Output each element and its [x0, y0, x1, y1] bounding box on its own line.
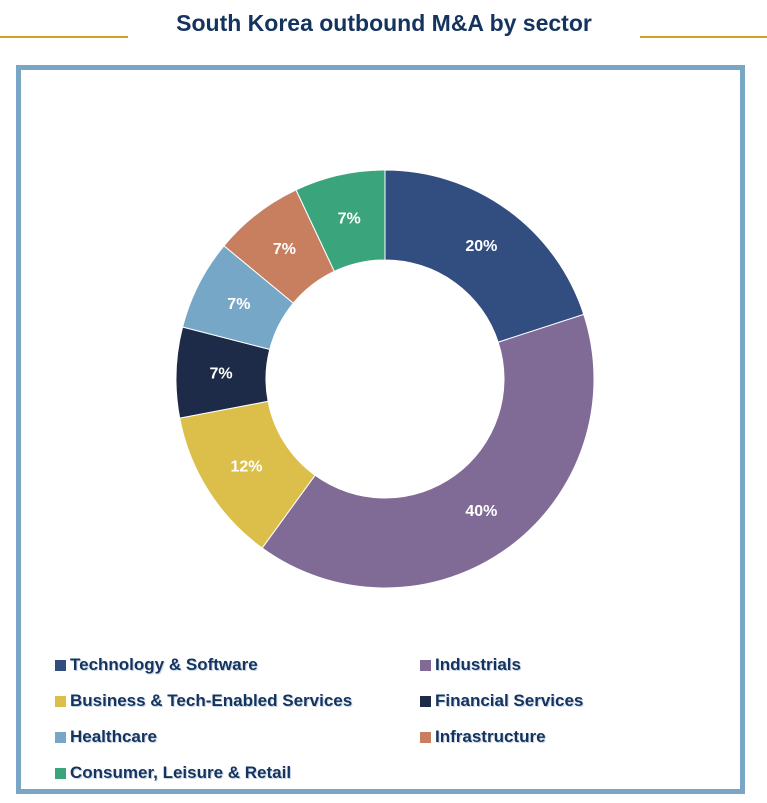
chart-title: South Korea outbound M&A by sector	[176, 10, 592, 36]
legend-item: Infrastructure	[420, 726, 546, 748]
legend-swatch	[420, 731, 431, 743]
legend-swatch	[55, 695, 66, 707]
legend-item: Consumer, Leisure & Retail	[55, 762, 291, 784]
data-label: 12%	[231, 458, 263, 475]
legend-item: Industrials	[420, 654, 521, 676]
legend-item: Business & Tech-Enabled Services	[55, 690, 352, 712]
title-rule-right	[640, 36, 767, 38]
legend-label: Consumer, Leisure & Retail	[70, 763, 292, 782]
legend-swatch	[55, 767, 66, 779]
donut-segment	[261, 313, 595, 589]
legend-item: Healthcare	[55, 726, 157, 748]
legend-label: Financial Services	[435, 691, 584, 710]
legend-label: Technology & Software	[70, 655, 258, 674]
legend-label: Healthcare	[70, 727, 157, 746]
legend: Technology & Software Industrials Business…	[55, 654, 735, 794]
donut-segment	[295, 169, 386, 272]
title-rule-left	[0, 36, 128, 38]
legend-item: Financial Services	[420, 690, 583, 712]
legend-label: Business & Tech-Enabled Services	[70, 691, 353, 710]
legend-label: Infrastructure	[435, 727, 546, 746]
legend-swatch	[420, 695, 431, 707]
data-label: 7%	[227, 296, 250, 313]
legend-label: Industrials	[435, 655, 521, 674]
donut-segments	[175, 169, 595, 589]
data-label: 7%	[338, 210, 361, 227]
legend-swatch	[420, 659, 431, 671]
legend-item: Technology & Software	[55, 654, 258, 676]
data-label: 40%	[465, 503, 497, 520]
data-label: 20%	[465, 238, 497, 255]
data-label: 7%	[210, 365, 233, 382]
donut-labels: 20% 40% 12% 7% 7% 7% 7%	[210, 210, 498, 520]
legend-swatch	[55, 659, 66, 671]
chart-frame	[16, 65, 745, 794]
donut-segment	[384, 169, 585, 343]
data-label: 7%	[273, 241, 296, 258]
legend-swatch	[55, 731, 66, 743]
